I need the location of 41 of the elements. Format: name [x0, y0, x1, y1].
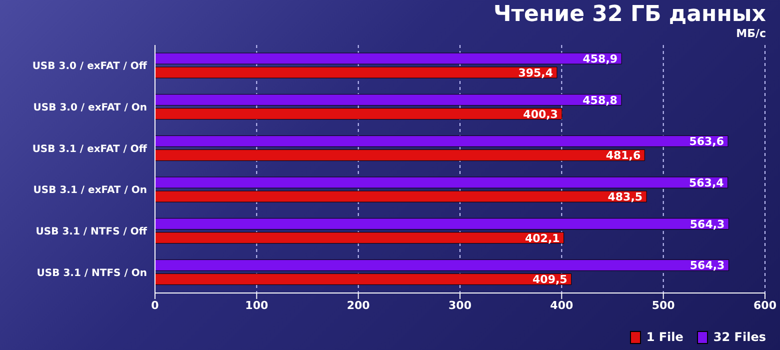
chart-subtitle: МБ/с [735, 27, 766, 40]
bar [155, 135, 728, 147]
bar [155, 94, 622, 106]
y-tick-label: USB 3.1 / NTFS / Off [36, 226, 148, 238]
bar [155, 232, 564, 244]
bar [155, 149, 645, 161]
x-tick-label: 100 [245, 298, 268, 312]
y-tick-label: USB 3.1 / exFAT / On [33, 185, 147, 196]
data-label: 481,6 [606, 149, 641, 162]
legend-label: 32 Files [713, 330, 766, 344]
bar [155, 273, 572, 285]
data-label: 395,4 [518, 66, 554, 80]
bar [155, 218, 729, 230]
data-label: 564,3 [690, 259, 725, 272]
bar [155, 52, 622, 64]
data-label: 400,3 [523, 108, 558, 121]
bar [155, 108, 562, 120]
x-tick-label: 600 [754, 298, 777, 312]
data-label: 402,1 [525, 232, 560, 245]
y-tick-label: USB 3.0 / exFAT / On [33, 102, 147, 114]
bar [155, 66, 558, 78]
x-tick-label: 400 [550, 298, 574, 312]
data-label: 563,4 [688, 176, 724, 190]
x-tick-label: 0 [151, 298, 160, 312]
y-tick-label: USB 3.1 / NTFS / On [36, 268, 147, 279]
data-label: 458,8 [582, 94, 618, 107]
y-tick-label: USB 3.1 / exFAT / Off [32, 144, 148, 155]
x-tick-label: 500 [652, 298, 676, 312]
x-tick-label: 200 [346, 298, 370, 312]
data-label: 483,5 [608, 190, 643, 204]
y-tick-label: USB 3.0 / exFAT / Off [32, 61, 148, 72]
data-label: 458,9 [582, 52, 618, 66]
data-label: 409,5 [532, 273, 568, 286]
chart-title: Чтение 32 ГБ данных [494, 2, 766, 27]
legend-label: 1 File [646, 330, 684, 344]
bar [155, 259, 729, 271]
bar [155, 190, 647, 202]
bar [155, 176, 728, 188]
data-label: 564,3 [690, 218, 725, 231]
data-label: 563,6 [689, 135, 724, 148]
x-tick-label: 300 [448, 298, 472, 312]
